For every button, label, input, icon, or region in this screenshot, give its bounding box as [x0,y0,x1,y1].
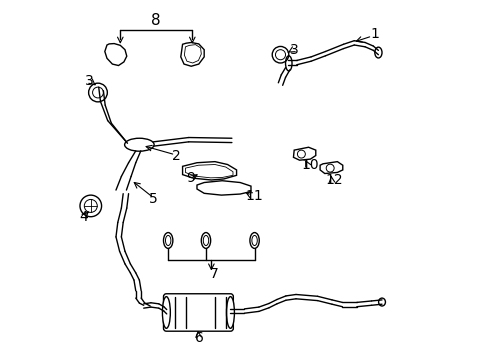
Text: 10: 10 [301,158,318,172]
Text: 11: 11 [245,189,263,203]
Text: 4: 4 [79,210,87,224]
Text: 6: 6 [195,331,203,345]
Text: 5: 5 [149,192,158,206]
Ellipse shape [162,297,170,328]
Text: 2: 2 [171,149,180,162]
Text: 12: 12 [325,173,343,187]
Ellipse shape [226,297,234,328]
Text: 7: 7 [209,267,218,281]
Text: 3: 3 [84,74,93,88]
Text: 9: 9 [185,171,195,185]
Text: 1: 1 [369,27,379,41]
Text: 8: 8 [151,13,161,28]
Text: 3: 3 [289,44,298,57]
